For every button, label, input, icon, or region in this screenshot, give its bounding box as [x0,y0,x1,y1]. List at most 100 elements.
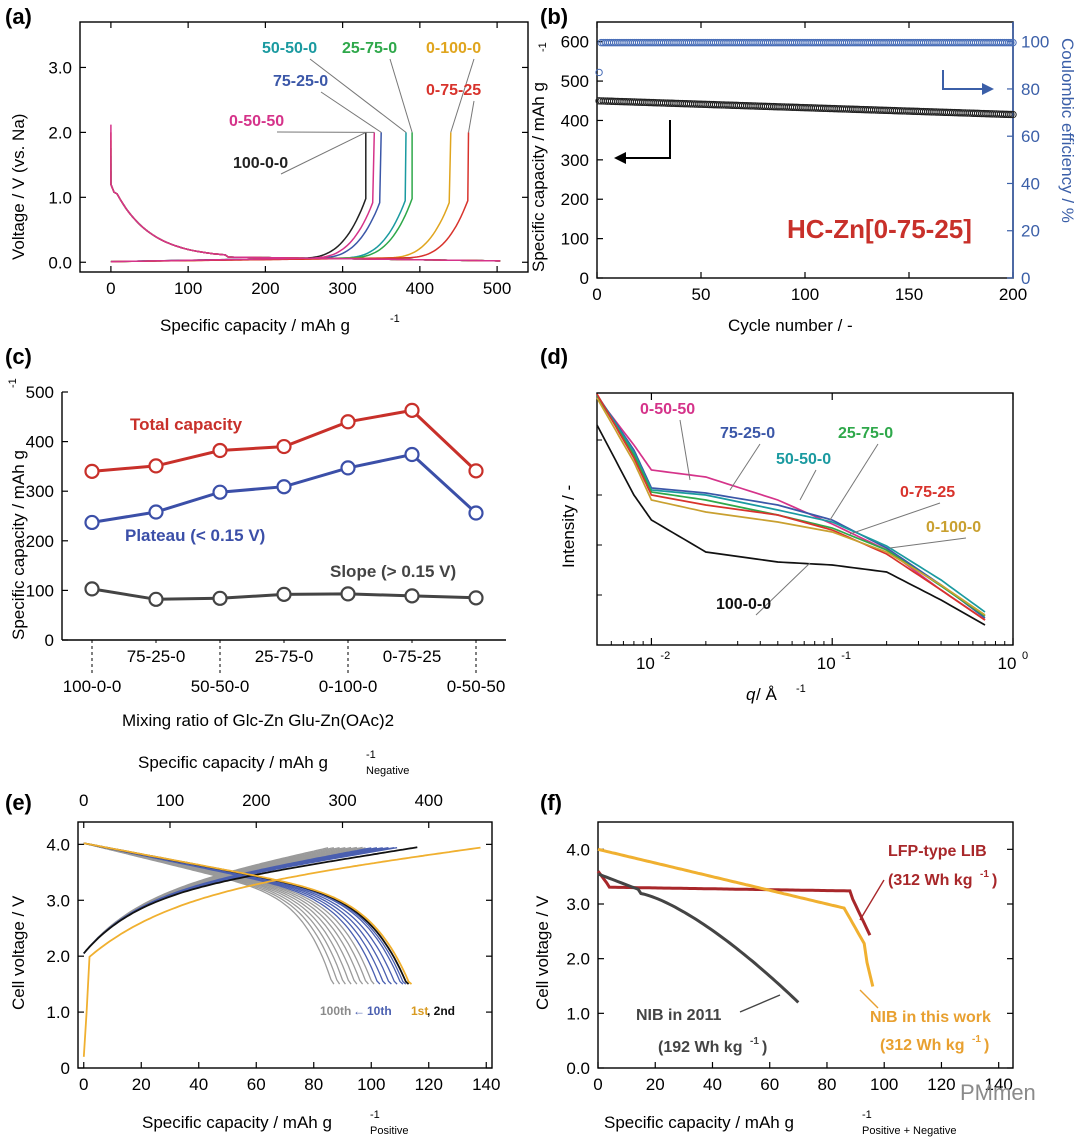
panel-d-label-25-75-0: 25-75-0 [838,425,893,442]
panel-b-chart: 0 50 100 150 2000100200300400500600020406080… [561,21,1049,304]
panel-d-curve-50-50-0 [596,394,986,613]
panel-f-ytick-label: 0.0 [566,1059,590,1078]
panel-a-charge-0-50-50 [110,132,376,263]
panel-b-left-ytick-label: 200 [561,190,589,209]
panel-c-point [148,504,164,520]
panel-a-static: Voltage / V (vs. Na) Specific capacity /… [9,114,400,335]
panel-b-left-ytick-label: 500 [561,72,589,91]
panel-e-charge-2nd [83,846,418,954]
panel-c-point [468,505,484,521]
panel-d-xtick-label: 10 [636,654,655,673]
panel-f-label-name: NIB in 2011 [636,1007,721,1024]
panel-b-xtick-label: 100 [791,285,819,304]
panel-b-efficiency-point [595,68,603,77]
panel-e-xlabel-sup: -1 [370,1109,380,1121]
panel-e-xlabel-top: Specific capacity / mAh g [138,753,328,772]
panel-b-xlabel: Cycle number / - [728,316,853,335]
panel-d-leader-50-50-0 [799,469,817,501]
panel-e-charge-1st [82,846,481,1057]
panel-b-capacity-point [1005,110,1013,119]
panel-label-e: (e) [5,790,32,815]
panel-c-point [340,414,356,430]
panel-b-capacity-arrow [620,120,671,159]
panel-b-right-ytick-label: 40 [1021,174,1040,193]
panel-f-curve-2 [597,872,800,1004]
panel-d-curve-0-100-0 [596,397,986,616]
panel-f-label-energy-sup: -1 [750,1036,759,1047]
panel-b-xtick-label: 200 [999,285,1027,304]
panel-f-label-energy-close: ) [992,872,997,889]
panel-a-xlabel-sup: -1 [390,313,400,325]
panel-f-label-energy: (192 Wh kg [658,1039,742,1056]
panel-d-leader-0-75-25 [849,502,941,535]
panel-d-leader-75-25-0 [729,443,761,491]
panel-e-legend-arrow: ← [353,1004,365,1018]
panel-a-label-0-100-0: 0-100-0 [426,40,481,57]
panel-b-left-ytick-label: 0 [580,269,589,288]
panel-a-label-50-50-0: 50-50-0 [262,40,317,57]
panel-f-xlabel: Specific capacity / mAh g [604,1113,794,1132]
panel-e-chart: 0 20 40 60 80 100 120 140 0 1.0 2.0 3.0 4.0 0 100 200 30… [46,791,500,1094]
panel-a-discharge-50-50-0 [110,163,501,262]
panel-c-point [340,586,356,602]
panel-e-static: Specific capacity / mAh g -1 Negative Sp… [9,749,409,1137]
panel-e-ytick-label: 3.0 [46,891,70,910]
panel-f-label-energy-sup: -1 [972,1034,981,1045]
panel-f-xtick-label: 20 [646,1075,665,1094]
panel-e-xtick-label: 0 [79,1075,88,1094]
panel-a-leader-75-25-0 [320,91,382,133]
panel-c-series-label: Slope (> 0.15 V) [330,562,456,581]
panel-label-f: (f) [540,790,562,815]
panel-b-xtick-label: 50 [692,285,711,304]
panel-a-discharge-0-50-50 [110,124,501,262]
panel-d-chart: 10 -2 10 -1 10 0 0-50-50 75-25-050-50-0 25-75-0 0… [596,392,1028,673]
panel-c-ylabel-sup: -1 [7,378,19,388]
panel-f-label-energy-sup: -1 [980,869,989,880]
panel-b-annotation: HC-Zn[0-75-25] [787,214,972,244]
panel-e-charge-later [83,847,389,954]
panel-d-label-75-25-0: 75-25-0 [720,425,775,442]
panel-e-legend-100th: 100th [320,1004,351,1018]
panel-f-xtick-label: 40 [703,1075,722,1094]
panel-b-capacity-point [1009,110,1017,119]
panel-a-leader-25-75-0 [389,58,413,133]
panel-a-charge-100-0-0 [110,132,367,263]
panel-a-xtick-label: 400 [406,279,434,298]
panel-c-point [84,463,100,479]
panel-b-efficiency-arrow [942,70,988,90]
panel-b-left-ytick-label: 100 [561,230,589,249]
panel-e-xlabel-top-sub: Negative [366,765,409,777]
panel-d-xtick-label: 10 [817,654,836,673]
panel-a-chart: 0 100 200 300 400 500 0.0 1.0 2.0 3.0 100-0-0 50-50… [48,21,529,298]
panel-c-point [148,458,164,474]
panel-c-point [84,514,100,531]
panel-e-xtick-label: 120 [415,1075,443,1094]
panel-e-top-xtick-label: 0 [79,791,88,810]
panel-b-efficiency-point [1005,38,1013,47]
panel-d-curve-0-75-25 [596,393,986,621]
panel-e-xtick-label: 140 [472,1075,500,1094]
panel-a-leader-100-0-0 [280,131,367,175]
panel-a-frame [79,21,529,273]
panel-e-frame [77,821,493,1069]
panel-e-top-xtick-label: 200 [242,791,270,810]
panel-c-category-label: 25-75-0 [255,647,314,666]
panel-a-discharge-100-0-0 [110,171,501,262]
panel-e-xtick-label: 100 [357,1075,385,1094]
panel-f-static: Specific capacity / mAh g -1 Positive + … [533,895,956,1137]
panel-b-ylabel-right: Coulombic efficiency / % [1058,38,1077,223]
panel-e-xtick-label: 80 [304,1075,323,1094]
panel-c-category-label: 0-50-50 [447,677,506,696]
panel-f-ytick-label: 4.0 [566,840,590,859]
panel-label-a: (a) [5,4,32,29]
panel-f-xtick-label: 80 [818,1075,837,1094]
panel-d-xtick-exp: -1 [841,650,851,662]
panel-d-label-0-50-50: 0-50-50 [640,401,695,418]
panel-label-c: (c) [5,344,32,369]
panel-d-curve-0-50-50 [596,396,986,621]
panel-a-ytick-label: 2.0 [48,123,72,142]
panel-a-ytick-label: 3.0 [48,58,72,77]
panel-f-label-energy: (312 Wh kg [880,1037,964,1054]
panel-f-chart: 0 20 40 60 80 100 120 140 0.0 1.0 2.0 3.0 4.0 LFP-typ… [566,821,1014,1094]
panel-c-ylabel: Specific capacity / mAh g [9,450,28,640]
